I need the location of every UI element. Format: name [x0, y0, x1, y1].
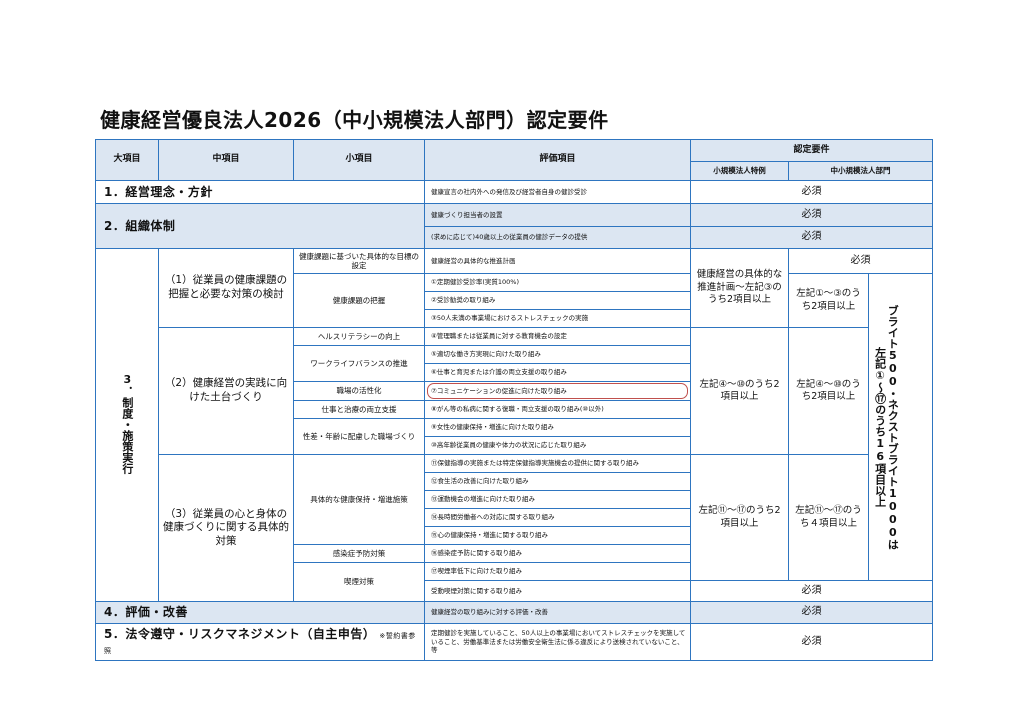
- eval-item: 健康づくり担当者の設置: [424, 203, 691, 227]
- eval-item: ⑮心の健康保持・増進に関する取り組み: [424, 526, 691, 545]
- required-cell: 必須: [689, 203, 934, 227]
- eval-item: ③50人未満の事業場におけるストレスチェックの実施: [424, 309, 691, 328]
- header-requirements: 認定要件: [689, 139, 934, 162]
- eval-item: ⑪保健指導の実施または特定保健指導実施機会の提供に関する取り組み: [424, 454, 691, 473]
- eval-item: 定期健診を実施していること、50人以上の事業場においてストレスチェックを実施して…: [424, 623, 691, 661]
- eval-item-highlighted: ⑦コミュニケーションの促進に向けた取り組み: [424, 381, 691, 401]
- req-small-corp-1: 健康経営の具体的な推進計画～左記③のうち2項目以上: [690, 248, 789, 328]
- small-item: 具体的な健康保持・増進施策: [293, 454, 425, 545]
- small-item: 感染症予防対策: [293, 544, 425, 563]
- middle-item-2: （2）健康経営の実践に向けた土台づくり: [158, 327, 294, 455]
- eval-item: ⑯感染症予防に関する取り組み: [424, 544, 691, 563]
- required-cell: 必須: [689, 601, 934, 624]
- eval-item: 健康宣言の社内外への発信及び経営者自身の健診受診: [424, 180, 691, 204]
- required-cell: 必須: [689, 580, 934, 602]
- header-middle: 中項目: [158, 139, 294, 181]
- header-small: 小項目: [293, 139, 425, 181]
- pledge-note: ※誓約書参照: [104, 632, 416, 655]
- header-sme: 中小規模法人部門: [787, 161, 934, 181]
- eval-item: ⑭長時間労働者への対応に関する取り組み: [424, 508, 691, 527]
- small-item: 喫煙対策: [293, 562, 425, 602]
- req-small-corp-2: 左記④～⑩のうち2項目以上: [690, 327, 789, 455]
- required-cell: 必須: [787, 248, 934, 274]
- page-title: 健康経営優良法人2026（中小規模法人部門）認定要件: [100, 108, 609, 132]
- bright-requirement: ブライト500・ネクストブライト1000は 左記①～⑰のうち16項目以上: [867, 273, 934, 581]
- req-sme-2: 左記④～⑩のうち2項目以上: [788, 327, 869, 455]
- eval-item: ⑥仕事と育児または介護の両立支援の取り組み: [424, 363, 691, 382]
- required-cell: 必須: [689, 180, 934, 204]
- eval-item: (求めに応じて)40歳以上の従業員の健診データの提供: [424, 226, 691, 249]
- required-cell: 必須: [689, 226, 934, 249]
- eval-item: ⑬運動機会の増進に向けた取り組み: [424, 490, 691, 509]
- header-evaluation: 評価項目: [424, 139, 691, 181]
- req-sme-3: 左記⑪～⑰のうち４項目以上: [788, 454, 869, 581]
- small-item: 健康課題に基づいた具体的な目標の設定: [293, 248, 425, 274]
- small-item: ワークライフバランスの推進: [293, 345, 425, 382]
- section-1-label: 1．経営理念・方針: [95, 180, 425, 204]
- section-2-label: 2．組織体制: [95, 203, 425, 249]
- middle-item-3: （3）従業員の心と身体の健康づくりに関する具体的対策: [158, 454, 294, 602]
- header-small-corp: 小規模法人特例: [690, 161, 789, 181]
- small-item: 健康課題の把握: [293, 273, 425, 328]
- eval-item: ⑩高年齢従業員の健康や体力の状況に応じた取り組み: [424, 436, 691, 455]
- section-4-label: 4．評価・改善: [95, 601, 425, 624]
- middle-item-1: （1）従業員の健康課題の把握と必要な対策の検討: [158, 248, 294, 328]
- eval-item: ⑨女性の健康保持・増進に向けた取り組み: [424, 418, 691, 437]
- section-3-label: 3．制度・施策実行: [95, 248, 159, 602]
- eval-item: ⑤適切な働き方実現に向けた取り組み: [424, 345, 691, 364]
- small-item: 仕事と治療の両立支援: [293, 400, 425, 419]
- eval-item: ①定期健診受診率(実質100%): [424, 273, 691, 292]
- eval-item: 健康経営の取り組みに対する評価・改善: [424, 601, 691, 624]
- req-small-corp-3: 左記⑪～⑰のうち2項目以上: [690, 454, 789, 581]
- requirements-table: 大項目 中項目 小項目 評価項目 認定要件 小規模法人特例 中小規模法人部門 1…: [95, 139, 934, 661]
- eval-item: ⑰喫煙率低下に向けた取り組み: [424, 562, 691, 581]
- eval-item: 健康経営の具体的な推進計画: [424, 248, 691, 274]
- header-large: 大項目: [95, 139, 159, 181]
- required-cell: 必須: [689, 623, 934, 661]
- eval-item: ②受診勧奨の取り組み: [424, 291, 691, 310]
- small-item: 職場の活性化: [293, 381, 425, 401]
- eval-item: ⑧がん等の私病に関する復職・両立支援の取り組み(⑩以外): [424, 400, 691, 419]
- highlight-ring: [427, 383, 688, 399]
- eval-item: ⑫食生活の改善に向けた取り組み: [424, 472, 691, 491]
- small-item: 性差・年齢に配慮した職場づくり: [293, 418, 425, 455]
- small-item: ヘルスリテラシーの向上: [293, 327, 425, 346]
- eval-item: ④管理職または従業員に対する教育機会の設定: [424, 327, 691, 346]
- req-sme-1: 左記①～③のうち2項目以上: [788, 273, 869, 328]
- eval-item: 受動喫煙対策に関する取り組み: [424, 580, 691, 602]
- section-5-label: 5．法令遵守・リスクマネジメント（自主申告） ※誓約書参照: [95, 623, 425, 661]
